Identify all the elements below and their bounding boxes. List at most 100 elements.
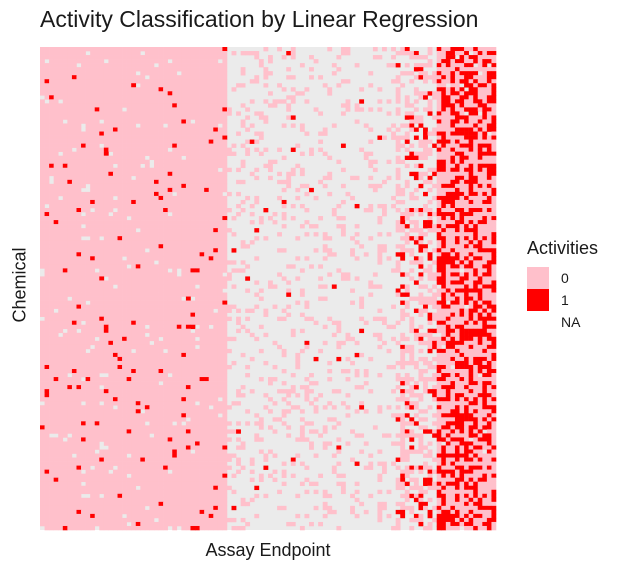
heatmap-cell bbox=[176, 95, 182, 100]
heatmap-cell bbox=[350, 336, 355, 342]
heatmap-cell bbox=[204, 119, 210, 124]
heatmap-cell bbox=[58, 79, 64, 84]
heatmap-cell bbox=[491, 83, 497, 88]
heatmap-cell bbox=[94, 71, 100, 76]
heatmap-cell bbox=[90, 252, 96, 257]
heatmap-cell bbox=[199, 199, 205, 205]
heatmap-cell bbox=[94, 195, 100, 201]
heatmap-cell bbox=[163, 256, 168, 261]
heatmap-cell bbox=[450, 220, 456, 225]
heatmap-cell bbox=[290, 167, 296, 173]
heatmap-cell bbox=[190, 260, 196, 265]
heatmap-cell bbox=[140, 203, 146, 209]
heatmap-cell bbox=[236, 308, 241, 313]
heatmap-cell bbox=[181, 232, 187, 237]
heatmap-cell bbox=[454, 268, 460, 273]
heatmap-cell bbox=[154, 199, 159, 205]
heatmap-cell bbox=[163, 316, 168, 322]
heatmap-cell bbox=[482, 272, 488, 277]
heatmap-cell bbox=[135, 167, 141, 173]
heatmap-cell bbox=[53, 55, 59, 60]
heatmap-cell bbox=[404, 155, 410, 161]
heatmap-cell bbox=[131, 139, 137, 144]
heatmap-cell bbox=[423, 179, 428, 185]
heatmap-cell bbox=[199, 256, 205, 261]
heatmap-cell bbox=[126, 228, 132, 233]
heatmap-cell bbox=[445, 356, 451, 362]
heatmap-cell bbox=[149, 155, 155, 161]
heatmap-cell bbox=[172, 260, 178, 265]
heatmap-cell bbox=[486, 75, 492, 80]
heatmap-cell bbox=[240, 123, 246, 128]
heatmap-cell bbox=[90, 264, 96, 269]
heatmap-cell bbox=[322, 236, 328, 241]
heatmap-cell bbox=[464, 344, 469, 350]
heatmap-cell bbox=[81, 304, 86, 309]
heatmap-cell bbox=[158, 99, 164, 104]
heatmap-cell bbox=[432, 228, 438, 233]
heatmap-cell bbox=[85, 220, 91, 225]
heatmap-cell bbox=[340, 340, 346, 346]
heatmap-cell bbox=[299, 183, 305, 189]
heatmap-cell bbox=[163, 280, 168, 285]
heatmap-cell bbox=[112, 75, 118, 80]
heatmap-cell bbox=[445, 47, 451, 52]
heatmap-cell bbox=[76, 67, 82, 72]
heatmap-cell bbox=[195, 115, 200, 120]
heatmap-cell bbox=[99, 340, 105, 346]
heatmap-cell bbox=[199, 244, 205, 249]
heatmap-cell bbox=[58, 191, 64, 197]
heatmap-cell bbox=[464, 83, 469, 88]
heatmap-cell bbox=[172, 111, 178, 116]
heatmap-cell bbox=[204, 256, 210, 261]
heatmap-cell bbox=[71, 107, 77, 112]
heatmap-cell bbox=[436, 272, 442, 277]
heatmap-cell bbox=[71, 119, 77, 124]
heatmap-cell bbox=[94, 232, 100, 237]
heatmap-cell bbox=[108, 248, 114, 253]
heatmap-cell bbox=[108, 244, 114, 249]
heatmap-cell bbox=[482, 87, 488, 92]
heatmap-cell bbox=[76, 304, 82, 309]
heatmap-cell bbox=[49, 340, 54, 346]
heatmap-cell bbox=[90, 336, 96, 342]
heatmap-cell bbox=[172, 167, 178, 173]
heatmap-cell bbox=[112, 79, 118, 84]
heatmap-cell bbox=[112, 348, 118, 354]
heatmap-cell bbox=[477, 147, 483, 152]
heatmap-cell bbox=[468, 316, 474, 322]
heatmap-cell bbox=[441, 320, 447, 326]
heatmap-cell bbox=[199, 191, 205, 197]
heatmap-cell bbox=[67, 143, 73, 148]
heatmap-cell bbox=[135, 199, 141, 205]
heatmap-cell bbox=[459, 312, 465, 317]
heatmap-cell bbox=[158, 228, 164, 233]
heatmap-cell bbox=[58, 119, 64, 124]
heatmap-cell bbox=[295, 143, 301, 148]
heatmap-cell bbox=[58, 360, 64, 366]
heatmap-cell bbox=[40, 79, 45, 84]
heatmap-cell bbox=[126, 139, 132, 144]
heatmap-cell bbox=[441, 212, 447, 217]
heatmap-cell bbox=[181, 111, 187, 116]
heatmap-cell bbox=[76, 316, 82, 322]
heatmap-cell bbox=[199, 224, 205, 229]
heatmap-cell bbox=[190, 83, 196, 88]
heatmap-cell bbox=[441, 159, 447, 165]
heatmap-cell bbox=[117, 111, 123, 116]
heatmap-cell bbox=[76, 199, 82, 205]
heatmap-cell bbox=[108, 224, 114, 229]
heatmap-cell bbox=[122, 336, 127, 342]
heatmap-cell bbox=[454, 348, 460, 354]
heatmap-cell bbox=[49, 216, 54, 221]
heatmap-cell bbox=[418, 175, 424, 181]
heatmap-cell bbox=[112, 256, 118, 261]
heatmap-cell bbox=[486, 159, 492, 165]
heatmap-cell bbox=[445, 175, 451, 181]
heatmap-cell bbox=[108, 95, 114, 100]
heatmap-cell bbox=[217, 324, 223, 330]
heatmap-cell bbox=[190, 191, 196, 197]
heatmap-cell bbox=[172, 268, 178, 273]
heatmap-cell bbox=[62, 107, 68, 112]
heatmap-cell bbox=[185, 195, 191, 201]
